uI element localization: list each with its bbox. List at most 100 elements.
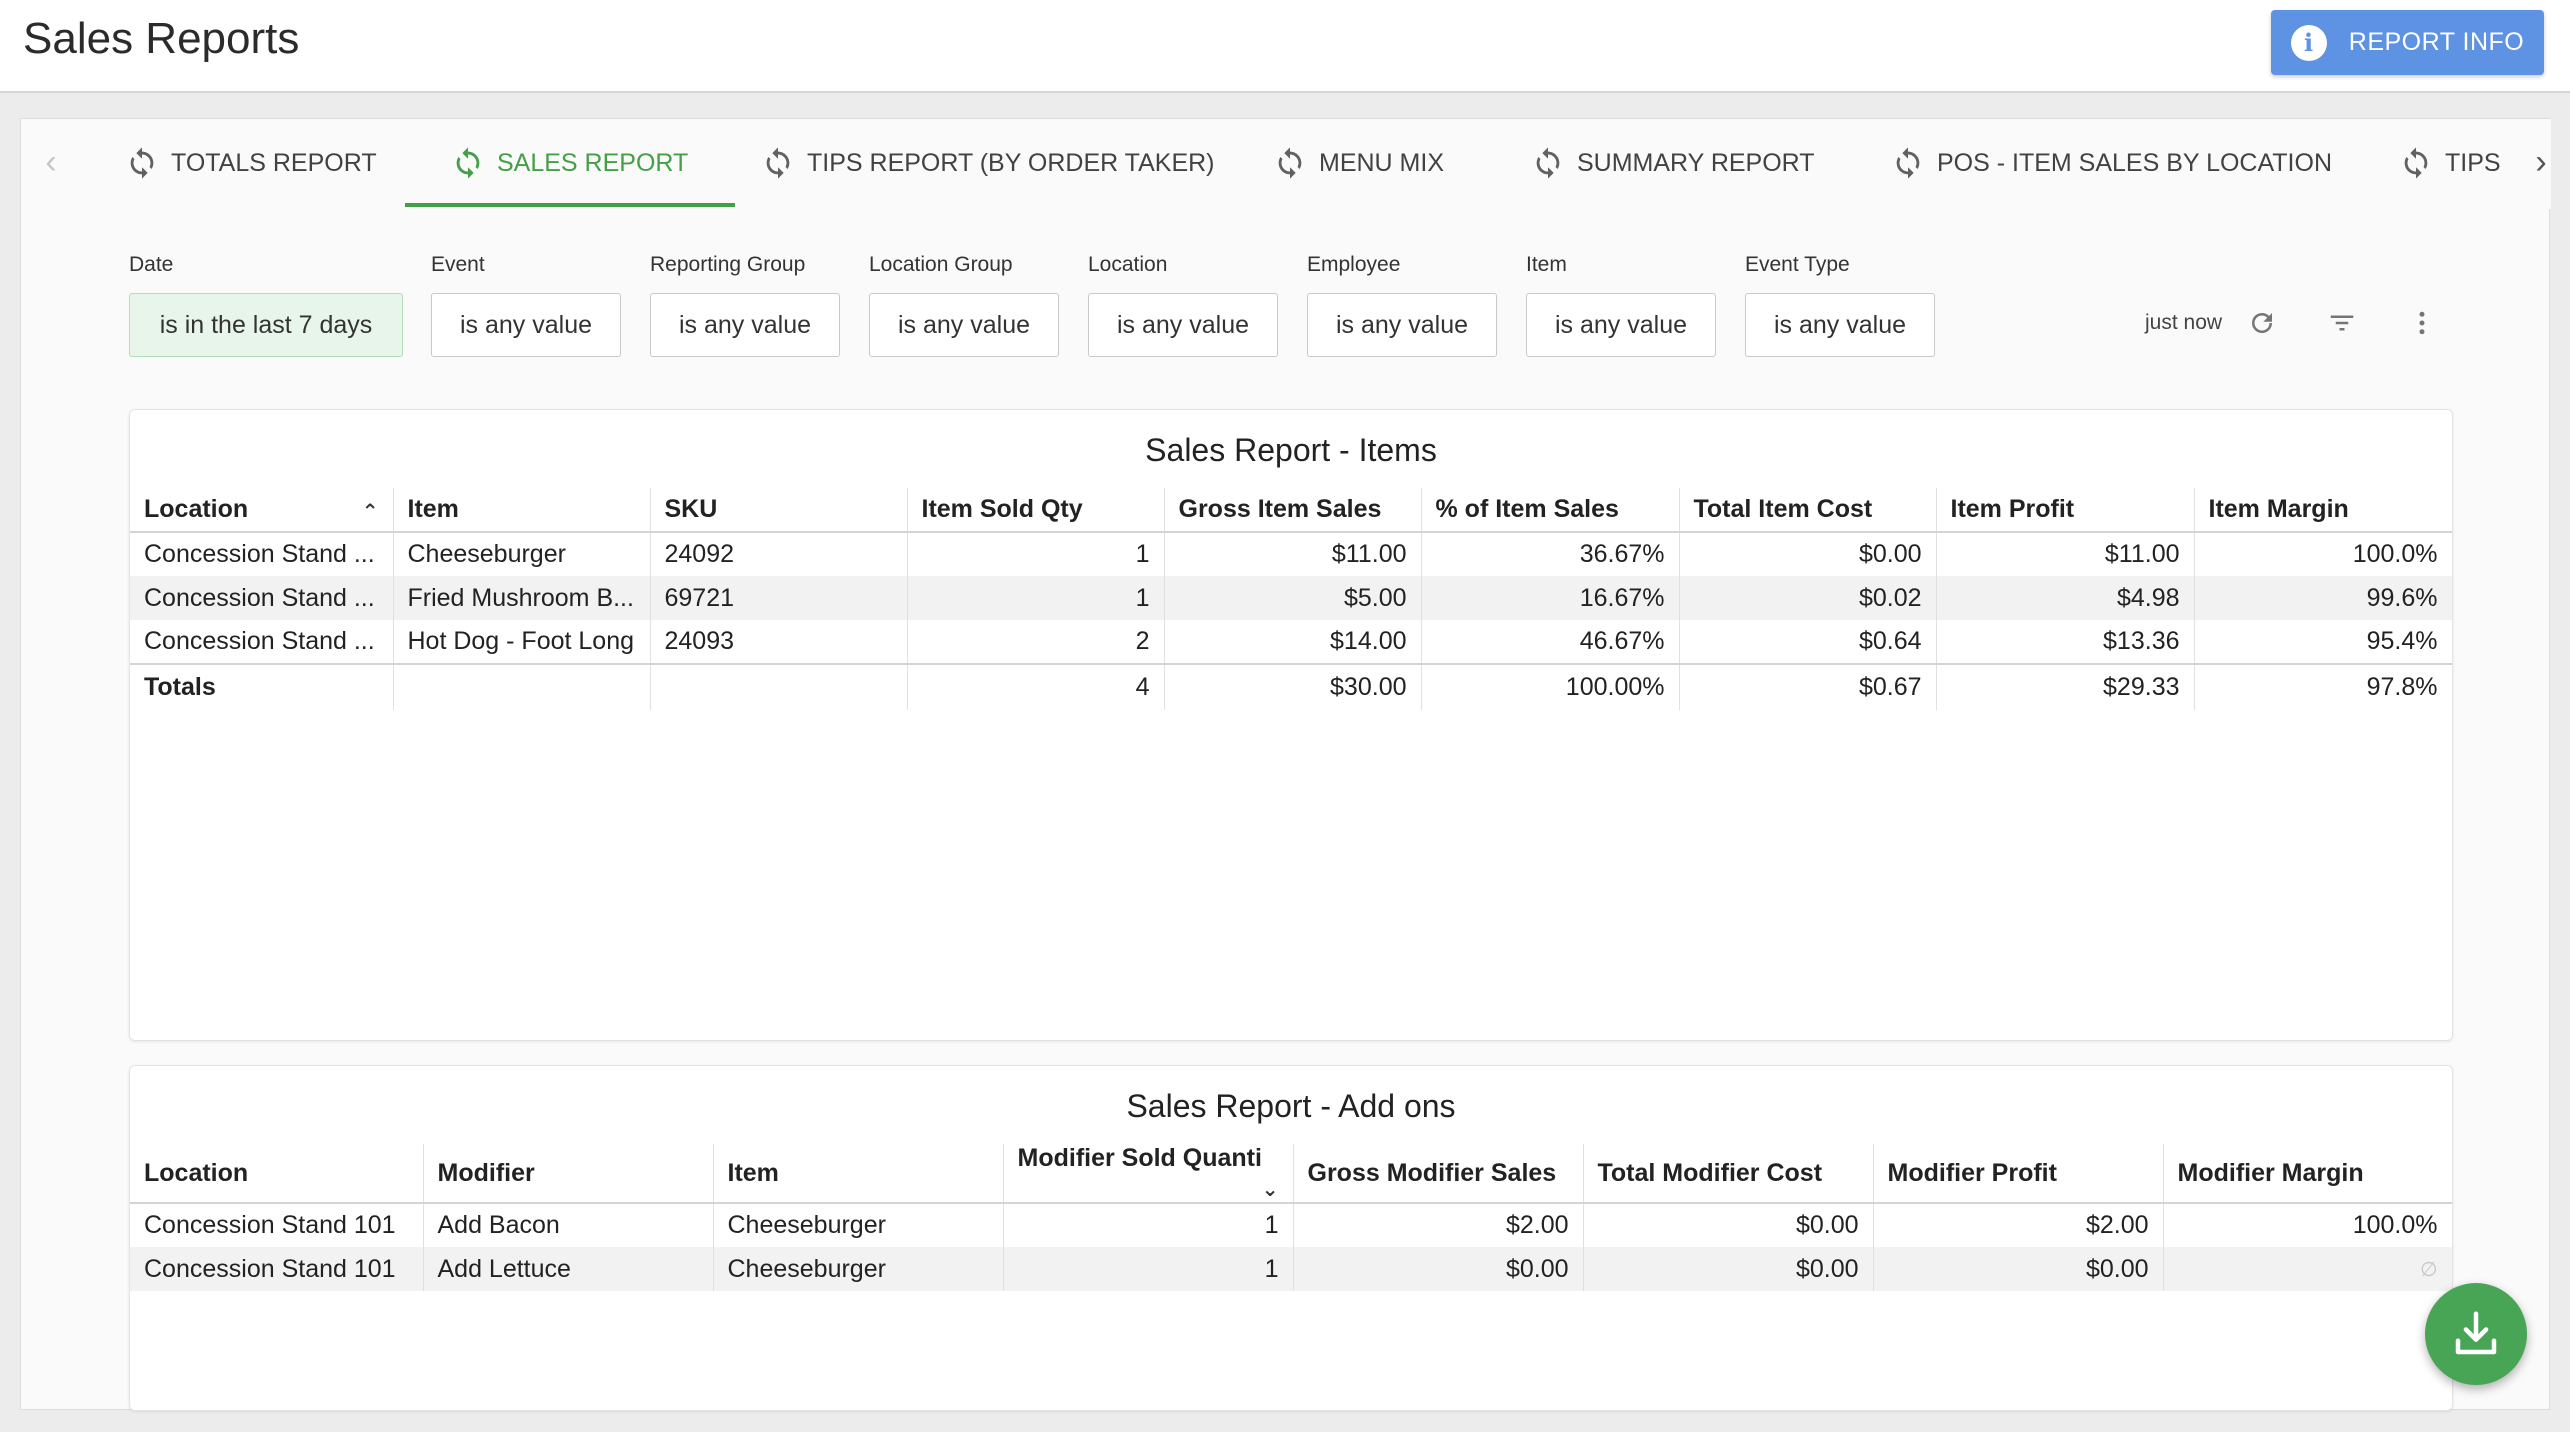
sort-asc-icon[interactable]: ⌃ [361, 501, 379, 523]
table-cell: $0.02 [1679, 576, 1937, 620]
table-cell: Fried Mushroom B... [393, 576, 651, 620]
table-cell: 1 [1003, 1247, 1294, 1291]
table-cell: $0.67 [1679, 663, 1937, 710]
table-cell: Add Lettuce [423, 1247, 714, 1291]
column-header[interactable]: Item Sold Qty [907, 488, 1165, 533]
column-header[interactable]: Modifier Profit [1873, 1144, 2164, 1204]
table-cell: Concession Stand 101 [130, 1247, 424, 1291]
report-card: ‹ TOTALS REPORT SALES REPORT TIPS REPORT… [20, 118, 2551, 1411]
table-cell: 95.4% [2194, 620, 2452, 664]
sync-icon [1278, 147, 1302, 179]
items-header-row: Location ⌃ Item SKU Item Sold Qty Gross I… [130, 488, 2452, 533]
tab-totals-report[interactable]: TOTALS REPORT [125, 119, 377, 207]
table-cell: $4.98 [1936, 576, 2195, 620]
column-header[interactable]: Modifier [423, 1144, 714, 1204]
filter-label: Event Type [1745, 253, 1850, 276]
tab-label: TIPS [2445, 148, 2501, 177]
table-cell [650, 663, 908, 710]
filter-label: Employee [1307, 253, 1401, 276]
sync-icon [1896, 147, 1920, 179]
filter-label: Event [431, 253, 485, 276]
table-row: Concession Stand 101 Add Bacon Cheesebur… [130, 1203, 2452, 1247]
tab-label: POS - ITEM SALES BY LOCATION [1937, 148, 2333, 177]
more-vert-icon[interactable] [2404, 305, 2440, 341]
filter-event-type-value[interactable]: is any value [1745, 293, 1935, 357]
table-cell: $13.36 [1936, 620, 2195, 664]
table-cell: 97.8% [2194, 663, 2452, 710]
download-button[interactable] [2425, 1283, 2527, 1385]
filter-list-icon[interactable] [2324, 305, 2360, 341]
table-cell: $11.00 [1164, 532, 1422, 576]
tab-pos-item-sales-by-location[interactable]: POS - ITEM SALES BY LOCATION [1891, 119, 2332, 207]
column-header[interactable]: Gross Item Sales [1164, 488, 1422, 533]
filter-label: Item [1526, 253, 1567, 276]
sync-icon [1536, 147, 1560, 179]
sort-desc-icon[interactable]: ⌄ [1261, 1179, 1279, 1201]
column-header[interactable]: Gross Modifier Sales [1293, 1144, 1584, 1204]
column-header[interactable]: SKU [650, 488, 908, 533]
column-header[interactable]: Location [130, 1144, 424, 1204]
table-cell: Concession Stand 101 [130, 1203, 424, 1247]
sync-icon [456, 147, 480, 179]
filter-reporting-group-value[interactable]: is any value [650, 293, 840, 357]
filter-location-group-value[interactable]: is any value [869, 293, 1059, 357]
sync-icon [766, 147, 790, 179]
table-cell: Totals [130, 663, 394, 710]
addons-header-row: Location Modifier Item Modifier Sold Qua… [130, 1144, 2452, 1204]
table-cell: 69721 [650, 576, 908, 620]
table-cell: $11.00 [1936, 532, 2195, 576]
table-cell: $0.00 [1679, 532, 1937, 576]
filter-label: Location [1088, 253, 1168, 276]
tab-tips[interactable]: TIPS [2399, 119, 2501, 207]
report-tabs: ‹ TOTALS REPORT SALES REPORT TIPS REPORT… [21, 119, 2551, 209]
table-cell: $30.00 [1164, 663, 1422, 710]
filter-item-value[interactable]: is any value [1526, 293, 1716, 357]
filter-event: Event is any value [431, 253, 621, 357]
tabs-scroll-left-icon[interactable]: ‹ [45, 142, 57, 181]
column-header[interactable]: Total Item Cost [1679, 488, 1937, 533]
filter-label: Reporting Group [650, 253, 806, 276]
filter-event-type: Event Type is any value [1745, 253, 1935, 357]
tab-menu-mix[interactable]: MENU MIX [1273, 119, 1444, 207]
column-header[interactable]: Item [713, 1144, 1004, 1204]
column-header[interactable]: Location ⌃ [130, 488, 394, 533]
tab-label: TOTALS REPORT [171, 148, 377, 177]
filter-date-value[interactable]: is in the last 7 days [129, 293, 403, 357]
column-header[interactable]: Item Profit [1936, 488, 2195, 533]
column-header[interactable]: Total Modifier Cost [1583, 1144, 1874, 1204]
table-cell: Concession Stand ... [130, 532, 394, 576]
table-cell: 36.67% [1421, 532, 1680, 576]
table-cell: Add Bacon [423, 1203, 714, 1247]
filter-employee-value[interactable]: is any value [1307, 293, 1497, 357]
tab-summary-report[interactable]: SUMMARY REPORT [1531, 119, 1815, 207]
page-title: Sales Reports [23, 14, 300, 63]
table-row: Concession Stand ... Hot Dog - Foot Long… [130, 620, 2452, 664]
table-row: Concession Stand ... Fried Mushroom B...… [130, 576, 2452, 620]
table-cell: Hot Dog - Foot Long [393, 620, 651, 664]
table-cell: 100.0% [2194, 532, 2452, 576]
column-header[interactable]: % of Item Sales [1421, 488, 1680, 533]
filter-employee: Employee is any value [1307, 253, 1497, 357]
report-info-button[interactable]: i REPORT INFO [2271, 10, 2544, 75]
filter-event-value[interactable]: is any value [431, 293, 621, 357]
table-cell: $0.64 [1679, 620, 1937, 664]
filter-location-value[interactable]: is any value [1088, 293, 1278, 357]
column-header[interactable]: Modifier Sold Quanti ⌄ [1003, 1144, 1294, 1204]
tab-sales-report[interactable]: SALES REPORT [451, 119, 688, 207]
table-cell: 99.6% [2194, 576, 2452, 620]
column-header[interactable]: Item [393, 488, 651, 533]
sync-icon [130, 147, 154, 179]
column-header[interactable]: Modifier Margin [2163, 1144, 2452, 1204]
tabs-scroll-right-icon[interactable]: › [2535, 142, 2547, 181]
table-cell: $0.00 [1873, 1247, 2164, 1291]
table-cell: Concession Stand ... [130, 620, 394, 664]
column-header[interactable]: Item Margin [2194, 488, 2452, 533]
table-cell: 16.67% [1421, 576, 1680, 620]
refresh-icon[interactable] [2244, 305, 2280, 341]
table-cell: 1 [907, 532, 1165, 576]
filter-reporting-group: Reporting Group is any value [650, 253, 840, 357]
addons-table: Location Modifier Item Modifier Sold Qua… [130, 1144, 2452, 1291]
last-updated: just now [2145, 311, 2223, 334]
table-cell: 2 [907, 620, 1165, 664]
tab-tips-report-by-order-taker[interactable]: TIPS REPORT (BY ORDER TAKER) [761, 119, 1215, 207]
